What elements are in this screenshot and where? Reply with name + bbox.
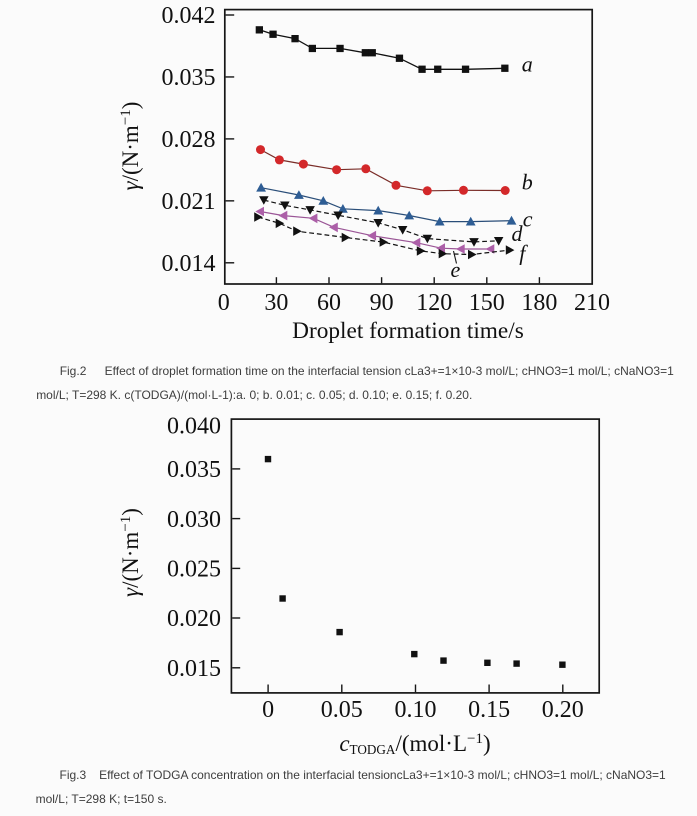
svg-text:0.10: 0.10: [395, 697, 437, 723]
svg-text:0.035: 0.035: [162, 65, 216, 91]
svg-text:180: 180: [521, 290, 557, 316]
svg-text:0.05: 0.05: [321, 697, 363, 723]
svg-text:0: 0: [262, 697, 274, 723]
svg-text:0.15: 0.15: [468, 697, 510, 723]
svg-text:0: 0: [218, 290, 230, 316]
svg-text:c: c: [523, 206, 533, 231]
svg-text:210: 210: [574, 290, 610, 316]
svg-text:a: a: [522, 52, 533, 77]
svg-text:120: 120: [416, 290, 452, 316]
svg-text:γ/(N·m−1): γ/(N·m−1): [118, 508, 143, 597]
svg-text:90: 90: [370, 290, 394, 316]
svg-text:f: f: [519, 241, 528, 266]
svg-text:γ/(N·m−1): γ/(N·m−1): [118, 102, 143, 191]
svg-text:d: d: [512, 221, 524, 246]
svg-text:cTODGA/(mol·L−1): cTODGA/(mol·L−1): [339, 731, 490, 757]
svg-text:0.20: 0.20: [542, 697, 584, 723]
svg-text:0.020: 0.020: [167, 606, 221, 632]
svg-text:60: 60: [317, 290, 341, 316]
svg-text:30: 30: [264, 290, 288, 316]
svg-text:Droplet formation time/s: Droplet formation time/s: [292, 318, 524, 344]
svg-text:0.021: 0.021: [162, 189, 216, 215]
svg-text:e: e: [451, 257, 461, 282]
svg-text:0.025: 0.025: [167, 557, 221, 583]
svg-text:0.035: 0.035: [167, 457, 221, 483]
svg-text:b: b: [522, 170, 533, 195]
svg-text:0.015: 0.015: [167, 656, 221, 682]
svg-text:150: 150: [469, 290, 505, 316]
svg-text:0.040: 0.040: [167, 414, 221, 440]
svg-text:0.028: 0.028: [162, 127, 216, 153]
svg-text:0.042: 0.042: [162, 3, 216, 29]
svg-text:0.030: 0.030: [167, 507, 221, 533]
svg-text:0.014: 0.014: [162, 251, 216, 277]
